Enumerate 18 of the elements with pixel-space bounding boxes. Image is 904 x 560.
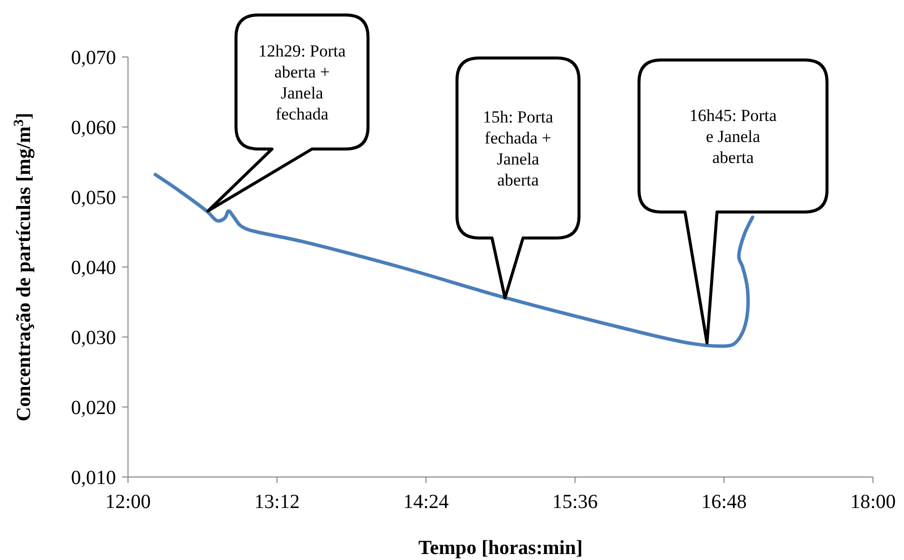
annotation: 12h29: Porta aberta + Janela fechada: [258, 42, 346, 124]
line-series: [154, 172, 754, 348]
x-tick-label: 14:24: [403, 491, 449, 513]
y-tick-label: 0,040: [71, 257, 116, 279]
y-tick-label: 0,060: [71, 117, 116, 139]
annotation: 15h: Porta fechada + Janela aberta: [482, 108, 554, 190]
y-tick-label: 0,070: [71, 47, 116, 69]
x-tick-label: 13:12: [254, 491, 300, 513]
x-tick-label: 18:00: [850, 491, 896, 513]
y-tick-label: 0,020: [71, 397, 116, 419]
x-tick-label: 16:48: [701, 491, 747, 513]
x-axis-title: Tempo [horas:min]: [418, 537, 583, 559]
y-tick-label: 0,050: [71, 187, 116, 209]
annotation: 16h45: Porta e Janela aberta: [689, 106, 778, 167]
y-tick-label: 0,030: [71, 327, 116, 349]
x-tick-label: 12:00: [105, 491, 151, 513]
y-tick-label: 0,010: [71, 467, 116, 489]
x-tick-label: 15:36: [552, 491, 598, 513]
